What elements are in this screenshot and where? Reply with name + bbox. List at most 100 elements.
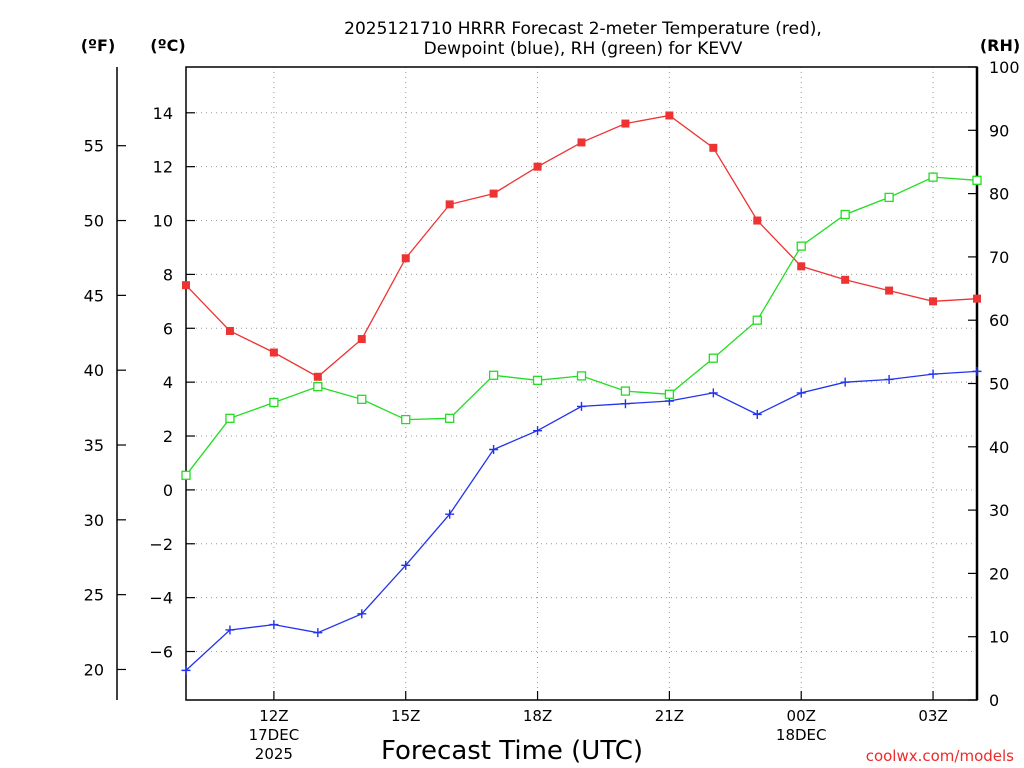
tick-label-fahrenheit: 20 bbox=[84, 660, 104, 679]
tick-label-celsius: 4 bbox=[163, 373, 173, 392]
credit-link[interactable]: coolwx.com/models bbox=[866, 747, 1014, 765]
tick-label-rh: 50 bbox=[989, 375, 1009, 394]
tick-label-celsius: 12 bbox=[153, 158, 173, 177]
tick-label-rh: 80 bbox=[989, 185, 1009, 204]
dewpoint-point bbox=[620, 399, 630, 409]
tick-label-rh: 100 bbox=[989, 58, 1020, 77]
dewpoint-point bbox=[972, 366, 982, 376]
tick-label-celsius: 6 bbox=[163, 319, 173, 338]
tick-label-time: 21Z bbox=[655, 707, 684, 725]
tick-label-rh: 90 bbox=[989, 121, 1009, 140]
tick-label-rh: 40 bbox=[989, 438, 1009, 457]
series-relative-humidity bbox=[181, 172, 982, 480]
plot-frame bbox=[185, 66, 978, 701]
tick-label-rh: 20 bbox=[989, 564, 1009, 583]
gridlines bbox=[186, 67, 977, 700]
tick-label-rh: 70 bbox=[989, 248, 1009, 267]
data-series bbox=[181, 111, 982, 675]
tick-label-time: 12Z bbox=[259, 707, 288, 725]
relative-humidity-point bbox=[840, 209, 850, 220]
2-meter-temperature-point bbox=[885, 286, 894, 295]
relative-humidity-point bbox=[532, 375, 543, 385]
relative-humidity-point bbox=[928, 172, 938, 182]
dewpoint-point bbox=[840, 377, 850, 387]
tick-label-celsius: −4 bbox=[149, 589, 173, 608]
relative-humidity-point bbox=[488, 370, 499, 380]
2-meter-temperature-point bbox=[357, 335, 366, 344]
dewpoint-point bbox=[313, 628, 323, 638]
relative-humidity-point bbox=[225, 413, 235, 423]
2-meter-temperature-point bbox=[313, 372, 322, 381]
dewpoint-point bbox=[708, 388, 718, 398]
dewpoint-point bbox=[796, 388, 806, 398]
tick-label-rh: 30 bbox=[989, 501, 1009, 520]
relative-humidity-point bbox=[884, 192, 894, 203]
relative-humidity-point bbox=[401, 414, 411, 425]
relative-humidity-point bbox=[576, 371, 587, 381]
2-meter-temperature-point bbox=[577, 138, 586, 147]
relative-humidity-point bbox=[752, 315, 762, 325]
tick-label-rh: 60 bbox=[989, 311, 1009, 330]
dewpoint-point bbox=[401, 560, 411, 570]
tick-label-time: 18DEC bbox=[776, 726, 827, 744]
2-meter-temperature-point bbox=[182, 281, 190, 290]
axis-ticks: −6−4−20246810121420253035404550550102030… bbox=[84, 58, 1020, 763]
rh-unit-label: (RH) bbox=[980, 36, 1020, 55]
relative-humidity-point bbox=[708, 353, 718, 363]
2-meter-temperature-point bbox=[797, 262, 806, 271]
relative-humidity-point bbox=[972, 175, 982, 185]
2-meter-temperature-point bbox=[841, 275, 850, 284]
2-meter-temperature-point bbox=[445, 200, 454, 209]
dewpoint-point bbox=[884, 374, 894, 384]
tick-label-time: 00Z bbox=[787, 707, 816, 725]
2-meter-temperature-point bbox=[973, 294, 981, 303]
2-meter-temperature-point bbox=[269, 348, 278, 357]
tick-label-fahrenheit: 30 bbox=[84, 511, 104, 530]
relative-humidity-point bbox=[269, 397, 279, 408]
dewpoint-point bbox=[752, 409, 762, 419]
tick-label-fahrenheit: 35 bbox=[84, 436, 104, 455]
series-2-meter-temperature bbox=[182, 111, 981, 381]
relative-humidity-point bbox=[313, 382, 323, 392]
chart-subtitle: Dewpoint (blue), RH (green) for KEVV bbox=[424, 39, 743, 59]
tick-label-rh: 0 bbox=[989, 691, 999, 710]
tick-label-celsius: 10 bbox=[153, 212, 173, 231]
dewpoint-line bbox=[185, 370, 978, 671]
2-meter-temperature-point bbox=[401, 254, 410, 263]
2-meter-temperature-point bbox=[225, 326, 234, 335]
dewpoint-point bbox=[489, 444, 499, 454]
fahrenheit-unit-label: (ºF) bbox=[81, 36, 116, 55]
dewpoint-point bbox=[225, 625, 235, 635]
2-meter-temperature-point bbox=[621, 119, 630, 128]
tick-label-fahrenheit: 25 bbox=[84, 586, 104, 605]
tick-label-celsius: −6 bbox=[149, 643, 173, 662]
relative-humidity-point bbox=[181, 470, 191, 480]
x-axis-title: Forecast Time (UTC) bbox=[381, 736, 643, 766]
2-meter-temperature-point bbox=[489, 189, 498, 198]
2-meter-temperature-point bbox=[753, 216, 762, 225]
dewpoint-point bbox=[181, 665, 191, 675]
tick-label-celsius: −2 bbox=[149, 535, 173, 554]
tick-label-time: 2025 bbox=[255, 745, 293, 763]
dewpoint-point bbox=[577, 401, 586, 411]
tick-label-time: 15Z bbox=[391, 707, 420, 725]
dewpoint-point bbox=[928, 369, 938, 379]
relative-humidity-point bbox=[664, 389, 675, 399]
2-meter-temperature-point bbox=[709, 143, 718, 152]
dewpoint-point bbox=[445, 509, 455, 519]
chart-title: 2025121710 HRRR Forecast 2-meter Tempera… bbox=[344, 19, 822, 39]
dewpoint-point bbox=[269, 620, 279, 630]
tick-label-fahrenheit: 40 bbox=[84, 361, 104, 380]
2-meter-temperature-line bbox=[185, 114, 978, 378]
dewpoint-point bbox=[357, 609, 367, 619]
celsius-unit-label: (ºC) bbox=[150, 36, 185, 55]
relative-humidity-point bbox=[357, 394, 367, 404]
relative-humidity-point bbox=[620, 386, 631, 396]
2-meter-temperature-point bbox=[929, 297, 938, 306]
series-dewpoint bbox=[181, 366, 982, 675]
tick-label-rh: 10 bbox=[989, 628, 1009, 647]
tick-label-fahrenheit: 45 bbox=[84, 286, 104, 305]
tick-label-celsius: 2 bbox=[163, 427, 173, 446]
relative-humidity-point bbox=[445, 413, 455, 423]
